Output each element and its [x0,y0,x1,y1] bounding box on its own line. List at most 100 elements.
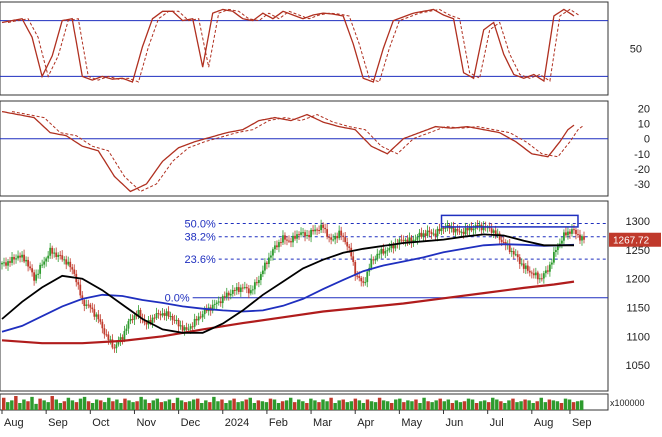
candle-body [284,235,286,240]
candle-body [17,255,19,259]
candle-body [167,311,170,317]
candle-body [330,237,333,240]
candle-body [454,228,457,233]
candle-body [87,304,90,306]
candle-body [380,248,383,254]
volume-bar [527,400,531,410]
candle-body [227,292,230,296]
candle-body [300,232,302,235]
volume-bar [228,400,232,410]
volume-bar [317,402,321,410]
candle-body [251,289,254,291]
current-price-badge [609,232,661,247]
candle-body [71,267,74,270]
volume-bar [163,401,168,410]
candle-body [259,274,262,281]
candle-body [356,275,359,277]
stochastic-k-line [1,8,575,83]
candle-body [302,232,304,234]
volume-bar [377,397,382,410]
volume-bar [369,401,374,410]
candle-body [428,230,431,233]
candle-body [171,315,174,320]
candle-body [215,302,218,305]
candle-body [514,254,517,256]
volume-bar [309,398,313,410]
candle-body [169,315,172,317]
candle-body [392,244,395,249]
candle-body [69,261,72,268]
candle-body [394,243,397,249]
stochastic-panel-frame [0,1,609,96]
volume-bar [301,401,305,410]
volume-bar [385,401,390,410]
candle-body [137,309,140,316]
fib-level-label: 0.0% [165,293,190,305]
candle-body [420,232,423,237]
volume-bar [381,400,386,410]
candle-body [153,317,156,319]
candle-body [41,264,44,266]
candle-body [440,227,443,232]
volume-bar [418,403,422,410]
candle-body [456,228,459,231]
fib-level-label: 50.0% [185,218,216,230]
volume-bar [34,403,38,410]
candle-body [340,230,343,236]
volume-bar [179,400,184,410]
candle-body [430,232,433,234]
candle-body [386,250,389,252]
volume-bar [390,403,394,410]
volume-bar [519,401,523,410]
volume-bar [42,400,46,410]
volume-bar [38,398,42,410]
candle-body [546,270,549,272]
candle-body [384,251,387,254]
candle-body [55,252,58,257]
candle-body [530,272,533,274]
candle-body [165,311,168,316]
candle-body [3,262,5,264]
candle-body [468,227,471,231]
candle-body [123,330,126,340]
volume-bar [535,401,539,410]
volume-bar [224,403,228,410]
candle-body [342,235,345,238]
momentum-y-tick-label: -20 [634,164,650,176]
volume-bar [373,402,378,410]
candle-body [510,251,513,253]
volume-bar [442,401,446,410]
candle-body [316,229,318,231]
candle-body [544,270,547,274]
volume-bar [280,401,285,410]
volume-bar [252,403,257,410]
volume-bar [167,399,172,410]
volume-bar [414,399,418,410]
candle-body [51,247,54,254]
candle-body [97,314,100,320]
candle-body [344,237,347,243]
candle-body [310,229,312,237]
candle-body [7,261,9,266]
candle-body [241,287,244,289]
candle-body [472,228,475,231]
volume-bar [151,400,155,410]
x-axis-label: Jun [446,417,464,429]
candle-body [424,233,427,236]
volume-bar [406,400,410,410]
volume-bar [394,399,398,410]
candle-body [243,287,246,289]
candle-body [388,248,391,251]
candle-body [67,261,70,265]
candle-body [59,254,62,256]
volume-bar [22,399,26,410]
candle-body [360,277,363,282]
candle-body [157,313,160,315]
volume-bar [123,398,127,410]
candle-body [438,228,441,232]
candle-body [306,234,308,237]
candle-body [261,270,264,275]
volume-bar [248,397,252,410]
candle-body [524,265,527,269]
